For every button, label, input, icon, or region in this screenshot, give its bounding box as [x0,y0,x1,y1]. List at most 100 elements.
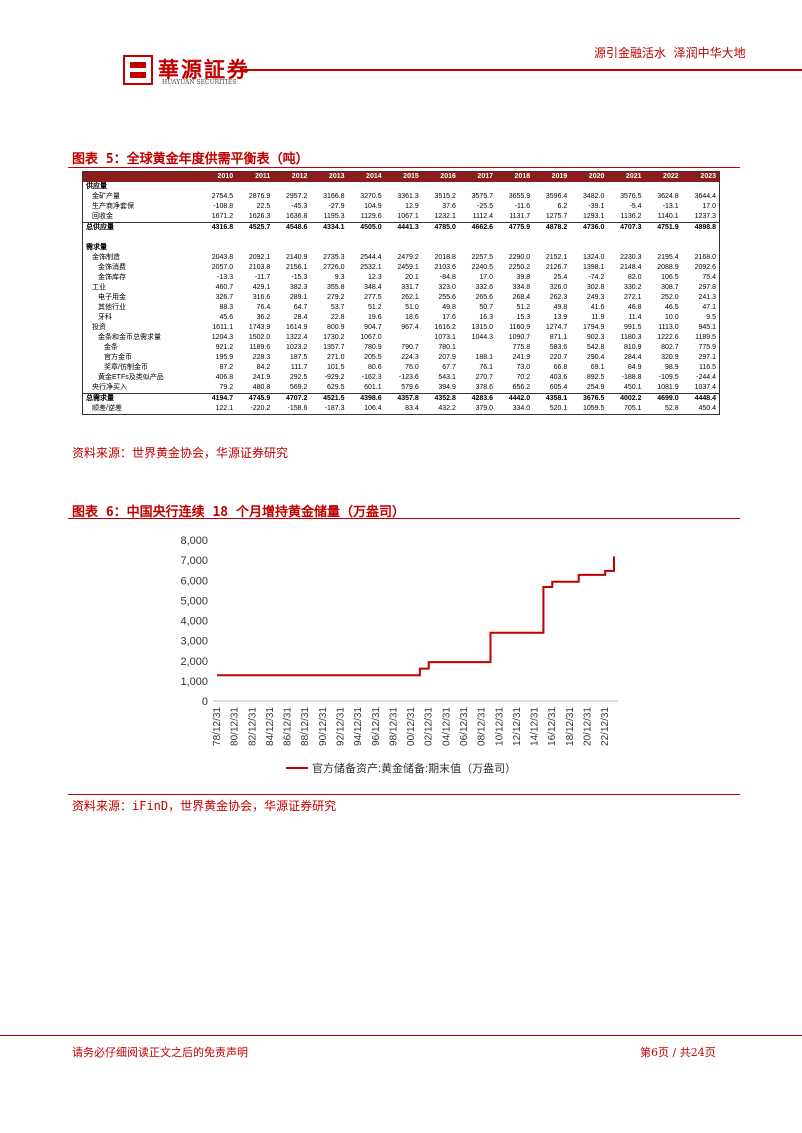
cell: 1204.3 [211,334,234,341]
cell: 2754.5 [211,193,234,200]
cell: 76.0 [405,364,419,371]
cell: 1730.2 [323,334,345,341]
x-tick-label: 14/12/31 [530,707,541,746]
row-label: 工业 [92,284,106,291]
slogan: 源引金融活水 泽润中华大地 [594,46,746,60]
cell: 12.3 [368,274,382,281]
cell: 52.8 [665,405,679,412]
empty-cell [236,243,273,253]
cell: 2103.6 [434,264,456,271]
cell: 945.1 [698,324,716,331]
year-header: 2021 [607,171,645,182]
empty-cell [385,182,422,192]
cell: 2126.7 [545,264,568,271]
cell: 289.1 [289,294,308,301]
cell: 76.4 [256,304,271,311]
cell: 871.1 [549,334,568,341]
cell: 82.0 [627,274,642,281]
cell: 4352.8 [434,395,456,402]
source-rule [68,794,740,795]
cell: 326.0 [549,284,568,291]
cell: 10.0 [665,314,679,321]
cell: -244.4 [696,374,716,381]
year-header: 2020 [570,171,608,182]
cell: 1671.2 [211,213,234,220]
table-row: 金饰消费 2057.0 2103.8 2156.1 2726.0 2532.1 2459.1… [83,263,720,273]
cell: 460.7 [215,284,234,291]
cell: 2018.8 [434,254,456,261]
row-label: 投资 [92,324,106,331]
empty-cell [682,243,720,253]
cell: 1044.3 [471,334,493,341]
cell: 1502.0 [248,334,271,341]
cell: 3270.5 [360,193,382,200]
cell: 4548.6 [285,224,308,231]
cell: 241.9 [512,354,531,361]
empty-cell [459,182,496,192]
cell: 279.2 [326,294,345,301]
cell: 1626.3 [248,213,271,220]
cell: 308.7 [661,284,679,291]
cell: 224.3 [401,354,419,361]
cell: 348.4 [364,284,382,291]
cell: 64.7 [293,304,308,311]
cell: 3575.7 [471,193,493,200]
cell: 12.9 [405,203,419,210]
chart-source: 资料来源：iFinD，世界黄金协会，华源证券研究 [72,799,337,813]
x-tick-label: 06/12/31 [459,707,470,746]
cell: 991.5 [623,324,642,331]
title-rule [68,167,740,168]
cell: 4442.0 [508,395,531,402]
x-tick-label: 04/12/31 [441,707,452,746]
cell: 2195.4 [657,254,679,261]
cell: 45.6 [219,314,234,321]
cell: 656.2 [512,384,531,391]
cell: 1611.1 [212,324,234,331]
cell: 4785.0 [434,224,456,231]
cell: 220.7 [549,354,568,361]
empty-cell [496,243,533,253]
cell: 69.1 [590,364,605,371]
cell: 302.8 [586,284,605,291]
cell: 2057.0 [211,264,234,271]
cell: 542.8 [586,344,605,351]
empty-cell [645,182,682,192]
cell: 790.7 [401,344,419,351]
chart: 0 1,000 2,000 3,000 4,000 5,000 6,000 7,000 8,00… [180,535,618,775]
cell: 601.1 [364,384,382,391]
table-row: 总供应量 4316.8 4525.7 4548.6 4334.1 4505.0 4441.3… [82,222,720,234]
cell: 2726.0 [323,264,345,271]
cell: 4707.2 [285,395,308,402]
cell: 75.4 [702,274,716,281]
x-tick-label: 92/12/31 [336,707,347,746]
cell: 406.8 [215,374,234,381]
cell: 323.0 [438,284,456,291]
table-row: 工业 460.7 429.1 382.3 355.8 348.4 331.7 323.0 332… [83,283,720,293]
year-header: 2010 [199,171,237,182]
spacer [83,233,720,243]
header-rule [240,69,802,71]
year-header: 2016 [421,171,459,182]
cell: 780.9 [364,344,382,351]
empty-cell [348,182,385,192]
cell: 67.7 [442,364,456,371]
cell: 1131.7 [509,213,531,220]
cell: 1237.3 [694,213,716,220]
table-row: 需求量 [83,243,720,253]
cell: 19.6 [368,314,382,321]
year-header: 2017 [458,171,496,182]
cell: 4194.7 [211,395,234,402]
y-tick-label: 4,000 [180,616,208,628]
cell: 271.0 [326,354,345,361]
y-tick-label: 7,000 [180,555,208,567]
cell: 4316.8 [211,224,234,231]
cell: 80.6 [368,364,382,371]
cell: 4745.9 [248,395,271,402]
cell: 88.3 [219,304,234,311]
cell: 569.2 [289,384,308,391]
cell: 892.5 [586,374,605,381]
x-tick-label: 80/12/31 [230,707,241,746]
cell: 394.9 [438,384,456,391]
table-row: 官方金币 195.9 228.3 187.5 271.0 205.5 224.3 207.9 1… [83,353,720,363]
cell: 543.1 [438,374,456,381]
